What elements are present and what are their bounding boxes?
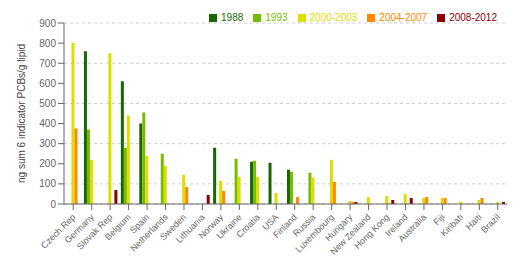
svg-text:Slovak Rep: Slovak Rep — [74, 212, 115, 252]
svg-text:Haiti: Haiti — [463, 212, 484, 232]
svg-text:Hong Kong: Hong Kong — [352, 212, 392, 251]
svg-text:Australia: Australia — [396, 212, 428, 244]
svg-text:100: 100 — [39, 178, 56, 189]
svg-text:Brazil: Brazil — [479, 212, 502, 235]
svg-text:Kiribati: Kiribati — [439, 212, 466, 239]
svg-text:Luxembourg: Luxembourg — [293, 212, 336, 255]
svg-text:Lithuania: Lithuania — [173, 212, 207, 245]
svg-text:900: 900 — [39, 18, 56, 29]
svg-text:0: 0 — [50, 199, 56, 210]
svg-text:Sweden: Sweden — [158, 212, 189, 243]
html-text:1988: 1988 — [221, 12, 244, 23]
html-text:2004-2007: 2004-2007 — [379, 12, 428, 23]
html-text:2000-2003: 2000-2003 — [309, 12, 358, 23]
svg-text:Ukraine: Ukraine — [214, 212, 244, 241]
svg-text:Belgium: Belgium — [102, 212, 133, 243]
html-text:1993: 1993 — [265, 12, 288, 23]
svg-text:New Zealand: New Zealand — [328, 212, 373, 257]
svg-text:700: 700 — [39, 58, 56, 69]
svg-text:600: 600 — [39, 78, 56, 89]
svg-text:800: 800 — [39, 38, 56, 49]
svg-text:Croatia: Croatia — [234, 212, 262, 240]
svg-text:Netherlands: Netherlands — [128, 212, 170, 254]
svg-text:Ireland: Ireland — [383, 212, 410, 239]
html-text:2008-2012: 2008-2012 — [449, 12, 497, 23]
svg-text:400: 400 — [39, 118, 56, 129]
svg-text:Spain: Spain — [127, 212, 152, 236]
svg-text:300: 300 — [39, 138, 56, 149]
svg-text:Hungary: Hungary — [323, 212, 355, 244]
svg-text:Germany: Germany — [62, 212, 96, 246]
svg-text:USA: USA — [260, 212, 281, 233]
svg-text:ng sum 6 indicator PCBs/g lipi: ng sum 6 indicator PCBs/g lipid — [16, 44, 27, 183]
svg-text:200: 200 — [39, 158, 56, 169]
svg-text:Finland: Finland — [271, 212, 299, 240]
svg-text:Fiji: Fiji — [431, 212, 447, 228]
svg-text:Czech Rep: Czech Rep — [38, 212, 78, 251]
svg-text:500: 500 — [39, 98, 56, 109]
svg-text:Russia: Russia — [290, 212, 318, 239]
svg-text:Norway: Norway — [196, 212, 226, 241]
